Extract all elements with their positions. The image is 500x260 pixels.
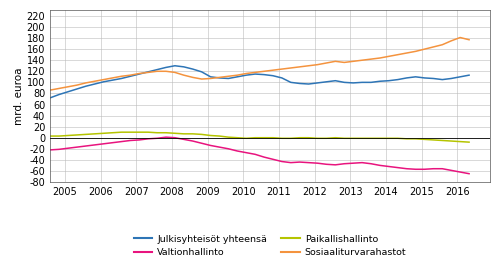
Y-axis label: mrd. euroa: mrd. euroa bbox=[14, 67, 24, 125]
Legend: Julkisyhteisöt yhteensä, Valtionhallinto, Paikallishallinto, Sosiaaliturvarahast: Julkisyhteisöt yhteensä, Valtionhallinto… bbox=[134, 235, 406, 257]
